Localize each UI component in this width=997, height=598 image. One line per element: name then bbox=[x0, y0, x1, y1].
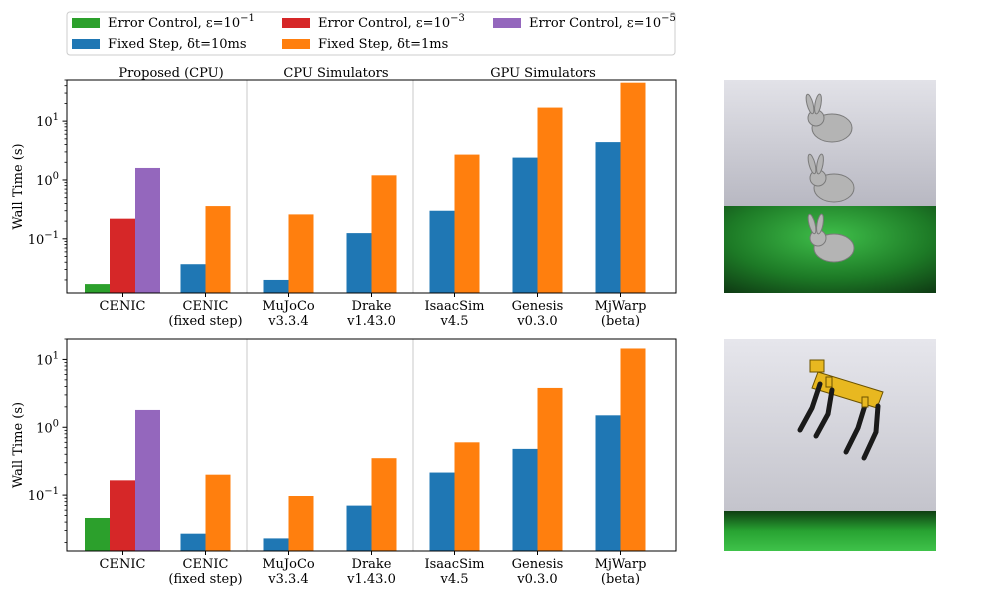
quadruped-robot-icon bbox=[797, 359, 884, 461]
bar-fs10-6 bbox=[595, 415, 621, 551]
bar-ec5-0 bbox=[135, 167, 160, 293]
x-tick-label: Genesis bbox=[512, 557, 564, 572]
x-tick-label: MjWarp bbox=[595, 299, 647, 314]
axes-frame bbox=[66, 338, 677, 552]
bunny-icon bbox=[807, 213, 855, 263]
bar-fs1-4 bbox=[454, 442, 480, 551]
axes-frame bbox=[66, 79, 677, 294]
bar-ec3-0 bbox=[110, 480, 135, 551]
bunny-icons bbox=[805, 93, 855, 263]
x-tick-label-line2: (beta) bbox=[601, 572, 640, 587]
legend-label-ec3: Error Control, ε=10−3 bbox=[318, 13, 465, 31]
x-tick-label: IsaacSim bbox=[425, 557, 485, 572]
x-tick-label-line2: (beta) bbox=[601, 314, 640, 329]
bar-fs10-6 bbox=[595, 142, 621, 293]
bar-ec3-0 bbox=[110, 218, 135, 293]
legend: Error Control, ε=10−1 Fixed Step, δt=10ms… bbox=[66, 11, 676, 56]
quadruped-scene-thumbnail bbox=[724, 339, 936, 551]
quadruped-sky bbox=[724, 339, 936, 511]
bar-ec1-0 bbox=[85, 517, 110, 551]
legend-label-ec5: Error Control, ε=10−5 bbox=[529, 13, 676, 31]
bar-fs10-2 bbox=[263, 538, 289, 551]
legend-swatch-fs1 bbox=[282, 39, 310, 49]
legend-label-ec1: Error Control, ε=10−1 bbox=[108, 13, 255, 31]
bar-fs1-1 bbox=[205, 206, 231, 293]
x-tick-label: Genesis bbox=[512, 299, 564, 314]
legend-swatch-fs10 bbox=[72, 39, 100, 49]
legend-swatch-ec1 bbox=[72, 18, 100, 28]
legend-swatch-ec3 bbox=[282, 18, 310, 28]
bar-fs1-2 bbox=[288, 214, 314, 293]
quadruped-ground bbox=[724, 511, 936, 551]
header-cpu-simulators: CPU Simulators bbox=[283, 66, 388, 81]
bar-fs10-4 bbox=[429, 472, 455, 551]
x-tick-label: CENIC bbox=[100, 557, 146, 572]
y-axis-label: Wall Time (s) bbox=[11, 143, 26, 229]
bar-ec5-0 bbox=[135, 409, 160, 551]
bar-fs1-6 bbox=[620, 348, 646, 551]
bar-fs1-6 bbox=[620, 82, 646, 293]
x-tick-label-line2: v4.5 bbox=[439, 314, 468, 329]
x-tick-label: MuJoCo bbox=[262, 299, 315, 314]
bunny-scene-thumbnail bbox=[724, 80, 936, 293]
x-tick-label: MjWarp bbox=[595, 557, 647, 572]
bar-fs10-3 bbox=[346, 233, 372, 293]
x-tick-label-line2: v3.3.4 bbox=[267, 314, 308, 329]
x-tick-label: Drake bbox=[352, 299, 392, 314]
legend-swatch-ec5 bbox=[493, 18, 521, 28]
header-gpu-simulators: GPU Simulators bbox=[490, 66, 596, 81]
x-tick-label-line2: v3.3.4 bbox=[267, 572, 308, 587]
bar-fs1-3 bbox=[371, 175, 397, 293]
y-tick-label: 10−1 bbox=[28, 230, 59, 248]
y-tick-label: 10−1 bbox=[28, 486, 59, 504]
bar-fs10-5 bbox=[512, 448, 538, 551]
bunny-icon bbox=[807, 153, 855, 203]
y-tick-label: 101 bbox=[36, 112, 59, 130]
bar-fs1-1 bbox=[205, 474, 231, 551]
bottom-chart: CENIC CENIC(fixed step)MuJoCov3.3.4Drakev… bbox=[11, 338, 677, 587]
header-proposed-cpu: Proposed (CPU) bbox=[118, 66, 223, 81]
top-chart: CENIC CENIC(fixed step)MuJoCov3.3.4Drakev… bbox=[11, 79, 677, 329]
x-tick-label-line2: (fixed step) bbox=[168, 572, 242, 587]
bar-fs1-2 bbox=[288, 496, 314, 551]
legend-frame bbox=[66, 11, 676, 56]
y-axis-label: Wall Time (s) bbox=[11, 402, 26, 488]
bar-fs1-4 bbox=[454, 154, 480, 293]
bar-fs10-2 bbox=[263, 279, 289, 293]
x-tick-label: CENIC bbox=[100, 299, 146, 314]
bar-fs1-3 bbox=[371, 458, 397, 551]
bar-fs1-5 bbox=[537, 387, 563, 551]
x-tick-label: CENIC bbox=[183, 299, 229, 314]
bar-fs10-1 bbox=[180, 264, 206, 293]
x-tick-label-line2: v1.43.0 bbox=[346, 314, 396, 329]
x-tick-label: Drake bbox=[352, 557, 392, 572]
x-tick-label: MuJoCo bbox=[262, 557, 315, 572]
bar-fs10-5 bbox=[512, 157, 538, 293]
bar-ec1-0 bbox=[85, 284, 110, 293]
y-tick-label: 101 bbox=[36, 350, 59, 368]
bar-fs1-5 bbox=[537, 107, 563, 294]
x-tick-label-line2: v1.43.0 bbox=[346, 572, 396, 587]
legend-label-fs10: Fixed Step, δt=10ms bbox=[108, 37, 247, 52]
y-tick-label: 100 bbox=[36, 418, 59, 436]
x-tick-label-line2: (fixed step) bbox=[168, 314, 242, 329]
x-tick-label: IsaacSim bbox=[425, 299, 485, 314]
legend-label-fs1: Fixed Step, δt=1ms bbox=[318, 37, 448, 52]
x-tick-label-line2: v4.5 bbox=[439, 572, 468, 587]
bar-fs10-3 bbox=[346, 505, 372, 551]
x-tick-label: CENIC bbox=[183, 557, 229, 572]
y-tick-label: 100 bbox=[36, 171, 59, 189]
bunny-icon bbox=[805, 93, 853, 143]
x-tick-label-line2: v0.3.0 bbox=[516, 572, 557, 587]
x-tick-label-line2: v0.3.0 bbox=[516, 314, 557, 329]
bar-fs10-1 bbox=[180, 533, 206, 551]
bar-fs10-4 bbox=[429, 210, 455, 293]
